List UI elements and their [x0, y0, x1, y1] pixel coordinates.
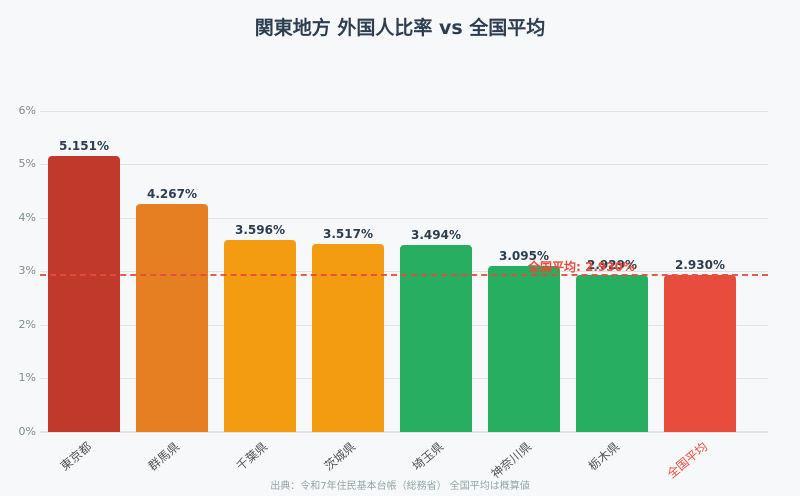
y-tick-6: 6%	[18, 104, 36, 117]
gridline-6	[40, 111, 768, 112]
bar-chiba[interactable]	[224, 240, 296, 432]
y-tick-2: 2%	[18, 318, 36, 331]
x-label-kanagawa: 神奈川県	[488, 439, 535, 482]
x-label-tochigi: 栃木県	[585, 439, 623, 474]
x-label-saitama: 埼玉県	[409, 439, 447, 474]
bar-tochigi[interactable]	[576, 275, 648, 432]
value-label-gunma: 4.267%	[147, 187, 197, 201]
national-average-line-label: 全国平均: 2.930%	[528, 260, 635, 274]
bar-national-average[interactable]	[664, 275, 736, 432]
gridline-5	[40, 164, 768, 165]
x-label-national-average: 全国平均	[664, 439, 711, 482]
y-tick-5: 5%	[18, 157, 36, 170]
value-label-kanagawa: 3.095%	[499, 249, 549, 263]
value-label-tokyo: 5.151%	[59, 139, 109, 153]
value-label-chiba: 3.596%	[235, 223, 285, 237]
x-label-gunma: 群馬県	[145, 439, 183, 474]
chart-title: 関東地方 外国人比率 vs 全国平均	[254, 17, 546, 39]
y-tick-3: 3%	[18, 264, 36, 277]
x-axis-line	[40, 431, 768, 433]
x-label-ibaraki: 茨城県	[321, 439, 359, 474]
source-footnote: 出典：令和7年住民基本台帳（総務省） 全国平均は概算値	[270, 481, 530, 492]
bar-tokyo[interactable]	[48, 156, 120, 432]
x-label-chiba: 千葉県	[233, 439, 271, 474]
bar-ibaraki[interactable]	[312, 244, 384, 432]
bar-gunma[interactable]	[136, 204, 208, 432]
bar-saitama[interactable]	[400, 245, 472, 432]
national-average-line	[40, 274, 768, 276]
x-label-tokyo: 東京都	[57, 439, 95, 474]
gridline-4	[40, 218, 768, 219]
value-label-ibaraki: 3.517%	[323, 227, 373, 241]
value-label-national-average: 2.930%	[675, 258, 725, 272]
y-tick-1: 1%	[18, 371, 36, 384]
value-label-saitama: 3.494%	[411, 228, 461, 242]
y-tick-4: 4%	[18, 211, 36, 224]
y-tick-0: 0%	[18, 425, 36, 438]
value-label-tochigi: 2.929%	[587, 258, 637, 272]
bar-kanagawa[interactable]	[488, 266, 560, 432]
